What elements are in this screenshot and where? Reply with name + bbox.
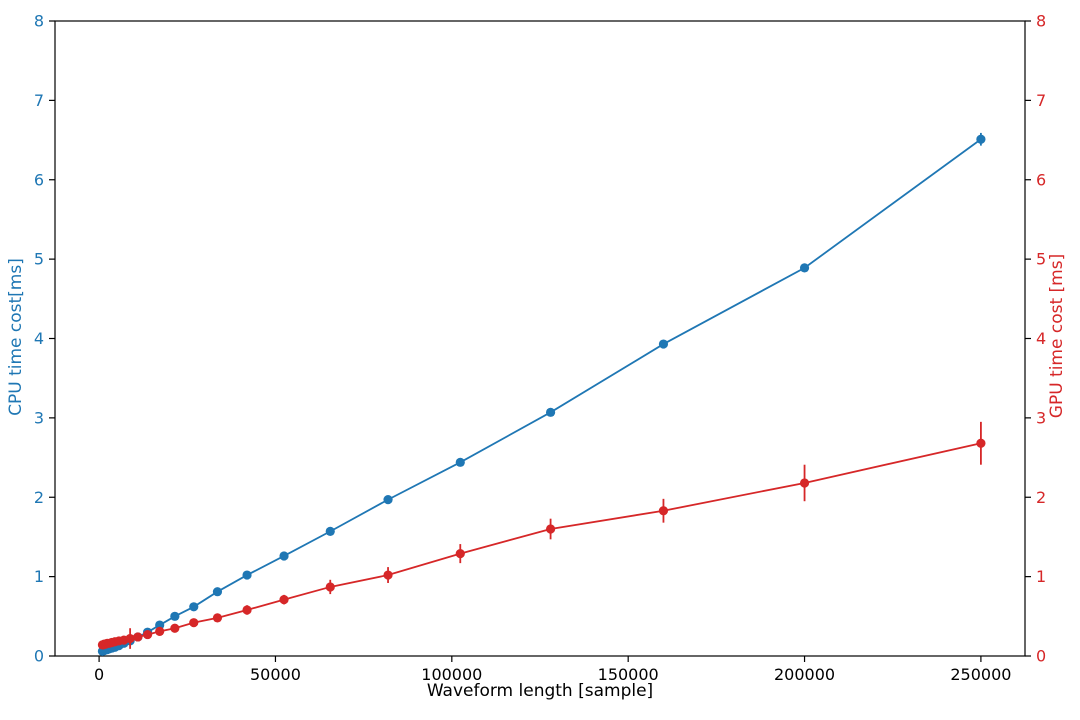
- y-tick-label-right: 4: [1036, 329, 1046, 348]
- data-point-cpu: [170, 611, 180, 621]
- y-tick-label-left: 0: [34, 647, 44, 666]
- data-point-gpu: [125, 633, 135, 644]
- data-point-cpu: [189, 602, 199, 612]
- data-point-cpu: [325, 526, 335, 536]
- data-point-cpu: [545, 407, 556, 417]
- data-point-gpu: [155, 626, 165, 636]
- y-tick-label-right: 1: [1036, 567, 1046, 586]
- data-point-gpu: [133, 632, 143, 642]
- data-point-cpu: [155, 620, 165, 630]
- y-tick-label-left: 3: [34, 408, 44, 427]
- y-tick-label-right: 2: [1036, 488, 1046, 507]
- y-axis-label-left: CPU time cost[ms]: [6, 258, 26, 416]
- data-point-gpu: [455, 549, 465, 559]
- y-tick-label-left: 5: [34, 250, 44, 269]
- series-gpu-line: [102, 442, 982, 646]
- data-point-cpu: [212, 587, 223, 597]
- y-tick-label-left: 8: [34, 12, 44, 31]
- data-point-gpu: [142, 629, 153, 640]
- x-tick-label: 250000: [950, 665, 1011, 684]
- plot-border: [54, 20, 1026, 657]
- x-tick-label: 0: [94, 665, 104, 684]
- data-point-cpu: [976, 134, 986, 144]
- data-point-gpu: [212, 613, 223, 623]
- y-tick-label-right: 0: [1036, 647, 1046, 666]
- x-tick-label: 200000: [774, 665, 835, 684]
- data-point-gpu: [189, 618, 199, 628]
- y-tick-label-right: 5: [1036, 250, 1046, 269]
- data-point-gpu: [170, 623, 180, 633]
- data-point-gpu: [976, 438, 986, 448]
- data-point-cpu: [658, 339, 669, 349]
- y-tick-label-right: 8: [1036, 12, 1046, 31]
- y-tick-label-right: 7: [1036, 91, 1046, 110]
- x-tick-label: 100000: [421, 665, 482, 684]
- data-point-gpu: [279, 595, 289, 605]
- x-tick-label: 150000: [598, 665, 659, 684]
- data-point-gpu: [545, 524, 556, 534]
- y-tick-label-left: 2: [34, 488, 44, 507]
- series-cpu-line: [101, 138, 982, 652]
- y-tick-label-left: 4: [34, 329, 44, 348]
- data-point-gpu: [242, 605, 252, 615]
- data-point-gpu: [799, 478, 810, 488]
- data-point-gpu: [383, 570, 393, 580]
- y-tick-label-right: 6: [1036, 170, 1046, 189]
- y-tick-label-right: 3: [1036, 408, 1046, 427]
- data-point-gpu: [658, 506, 669, 516]
- y-tick-label-left: 6: [34, 170, 44, 189]
- data-point-cpu: [799, 263, 810, 273]
- data-point-cpu: [279, 551, 289, 561]
- x-axis-label: Waveform length [sample]: [426, 681, 654, 701]
- y-tick-label-left: 7: [34, 91, 44, 110]
- data-point-cpu: [455, 457, 465, 467]
- y-tick-label-left: 1: [34, 567, 44, 586]
- data-point-cpu: [383, 495, 393, 505]
- data-point-gpu: [325, 582, 335, 592]
- x-tick-label: 50000: [250, 665, 301, 684]
- data-point-cpu: [242, 570, 252, 580]
- y-axis-label-right: GPU time cost [ms]: [1047, 253, 1067, 419]
